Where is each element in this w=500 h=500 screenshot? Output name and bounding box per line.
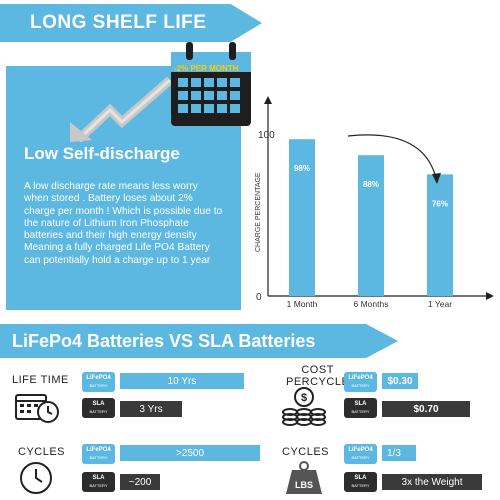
y-axis-label: CHARGE PERCENTAGE [255, 172, 262, 252]
panel-title: Low Self-discharge [24, 144, 180, 163]
calendar-clock-icon [15, 394, 59, 423]
decline-arrow-icon [70, 76, 173, 142]
lifepo4-chip-weight: LiFePO4 BATTERY [344, 444, 377, 464]
lifepo4-chip-cycles: LiFePO4 BATTERY [82, 444, 115, 464]
life-time-label: LIFE TIME [12, 374, 69, 386]
lifepo4-chip-cost: LiFePO4 BATTERY [344, 372, 377, 392]
calendar-badge-text: -2% PER MONTH [174, 64, 239, 73]
bar-value: 3x the Weight [401, 476, 463, 488]
chip-main: SLA [92, 401, 105, 407]
x-tick-label-2: 6 Months [354, 299, 389, 309]
sla-chip-cost: SLA BATTERY [344, 398, 377, 418]
chip-main: LiFePO4 [86, 375, 111, 381]
cycles-lifepo4-bar: >2500 [120, 445, 260, 461]
charge-chart: CHARGE PERCENTAGE 100 0 98% 1 Month 88% 6 M… [255, 96, 494, 309]
cost-sla-bar: $0.70 [382, 401, 470, 417]
bar-value: 10 Yrs [167, 375, 197, 387]
cost-label-line2: PERCYCLE [286, 376, 350, 388]
chip-sub: BATTERY [351, 383, 370, 388]
chip-main: SLA [354, 475, 367, 481]
weight-icon: LBS [286, 461, 322, 494]
y-tick-bottom: 0 [256, 292, 262, 303]
chip-main: SLA [92, 475, 105, 481]
bar-value: 3 Yrs [139, 403, 163, 415]
lifetime-sla-bar: 3 Yrs [120, 401, 182, 417]
cycles-label: CYCLES [18, 446, 66, 458]
chip-sub: BATTERY [89, 455, 108, 460]
chip-sub: BATTERY [89, 483, 108, 488]
coins-icon: $ [282, 387, 326, 426]
chip-sub: BATTERY [89, 383, 108, 388]
clock-icon [20, 462, 52, 494]
calendar-badge: -2% PER MONTH [174, 64, 238, 73]
lifepo4-chip-lifetime: LiFePO4 BATTERY [82, 372, 115, 392]
chip-main: LiFePO4 [348, 447, 373, 453]
x-tick-label-3: 1 Year [428, 299, 452, 309]
svg-text:$: $ [301, 392, 307, 404]
panel-description: A low discharge rate means less worry wh… [24, 181, 223, 266]
bar-value: 1/3 [387, 447, 401, 459]
weight-sla-bar: 3x the Weight [382, 474, 482, 490]
chip-sub: BATTERY [351, 483, 370, 488]
chip-sub: BATTERY [89, 409, 108, 414]
cost-lifepo4-bar: $0.30 [382, 373, 418, 389]
weight-label: CYCLES [282, 446, 330, 458]
comparison-banner-title: LiFePo4 Batteries VS SLA Batteries [12, 330, 316, 351]
sla-chip-cycles: SLA BATTERY [82, 472, 115, 492]
lifetime-lifepo4-bar: 10 Yrs [120, 373, 244, 389]
weight-lifepo4-bar: 1/3 [382, 445, 416, 461]
weight-icon-text: LBS [295, 480, 313, 490]
chart-bar-3 [427, 174, 453, 296]
chip-sub: BATTERY [351, 409, 370, 414]
bar-value: ~200 [128, 476, 152, 488]
decline-curve-arrowhead [432, 173, 441, 184]
chart-bar-2 [358, 155, 384, 296]
y-axis-arrow [264, 96, 272, 104]
bar-value: $0.70 [413, 403, 439, 415]
chart-bar-1 [289, 139, 315, 296]
cycles-sla-bar: ~200 [120, 474, 160, 490]
x-tick-label-1: 1 Month [287, 299, 318, 309]
cost-per-cycle-label: COST PERCYCLE [286, 364, 349, 388]
chart-bar-label-1: 98% [294, 164, 310, 173]
chart-bar-label-2: 88% [363, 180, 379, 189]
x-axis-arrow [486, 292, 494, 300]
y-tick-top: 100 [258, 130, 275, 141]
chip-main: LiFePO4 [348, 375, 373, 381]
chip-main: SLA [354, 401, 367, 407]
chip-main: LiFePO4 [86, 447, 111, 453]
sla-chip-weight: SLA BATTERY [344, 472, 377, 492]
comparison-banner: LiFePo4 Batteries VS SLA Batteries [0, 324, 398, 358]
chip-sub: BATTERY [351, 455, 370, 460]
sla-chip-lifetime: SLA BATTERY [82, 398, 115, 418]
bar-value: $0.30 [387, 375, 413, 387]
cost-label-line1: COST [301, 364, 334, 376]
chart-bar-label-3: 76% [432, 199, 448, 208]
banner-title: LONG SHELF LIFE [30, 12, 207, 33]
bar-value: >2500 [175, 447, 205, 459]
calendar-icon [171, 42, 251, 126]
long-shelf-life-banner: LONG SHELF LIFE [0, 4, 262, 42]
decline-curve-arrow [347, 134, 437, 179]
